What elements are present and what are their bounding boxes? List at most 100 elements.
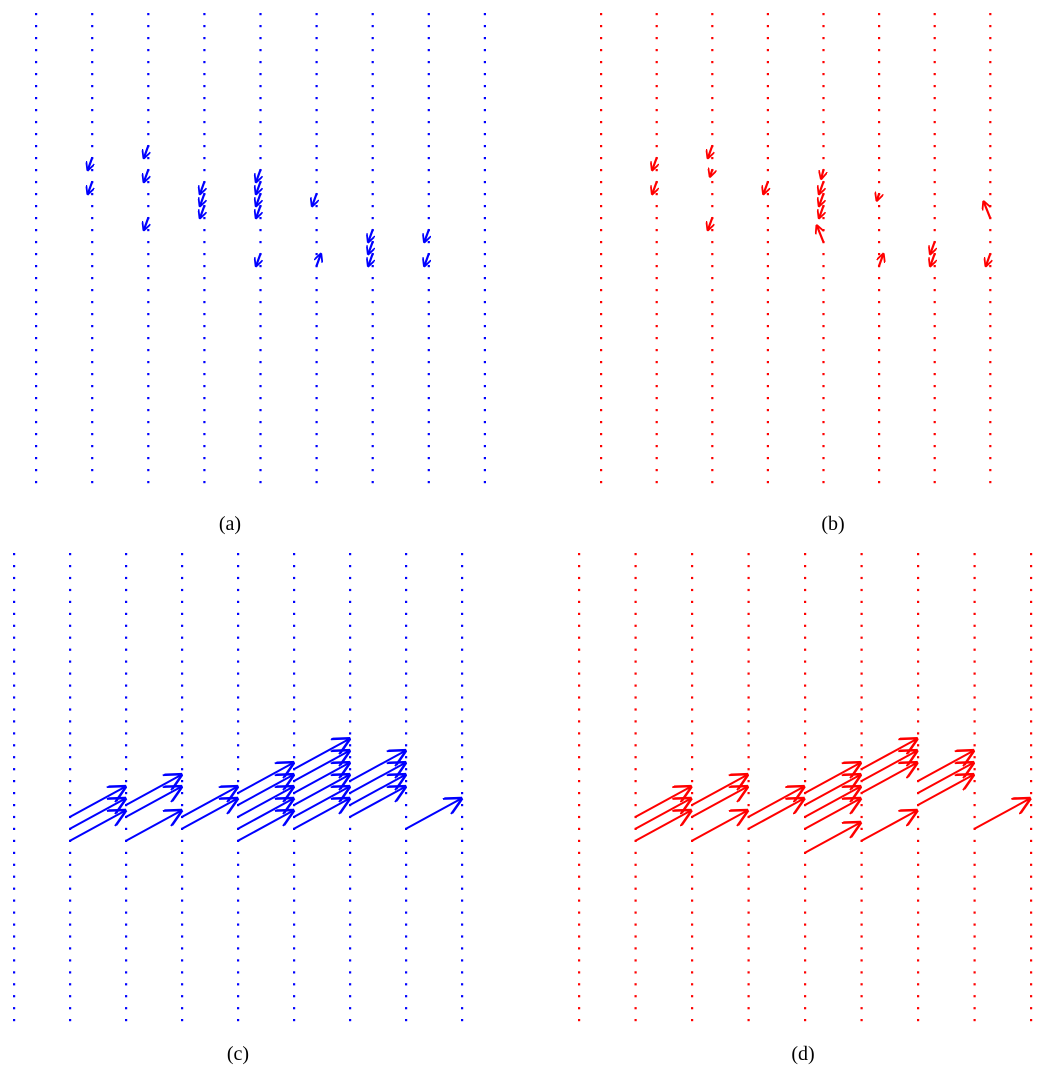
grid-point bbox=[634, 565, 637, 568]
grid-point bbox=[349, 636, 352, 639]
grid-point bbox=[293, 612, 296, 615]
grid-point bbox=[259, 241, 262, 244]
grid-point bbox=[35, 25, 38, 28]
grid-point bbox=[349, 875, 352, 878]
grid-point bbox=[461, 684, 464, 687]
grid-point bbox=[804, 971, 807, 974]
grid-point bbox=[747, 600, 750, 603]
grid-point bbox=[203, 289, 206, 292]
grid-point bbox=[483, 121, 486, 124]
grid-point bbox=[1030, 839, 1033, 842]
grid-point bbox=[13, 612, 16, 615]
grid-point bbox=[315, 481, 318, 484]
grid-point bbox=[917, 624, 920, 627]
vector-arrow bbox=[237, 799, 293, 830]
grid-point bbox=[655, 97, 658, 100]
grid-point bbox=[427, 217, 430, 220]
grid-point bbox=[691, 588, 694, 592]
grid-point bbox=[91, 217, 94, 220]
grid-point bbox=[259, 445, 262, 448]
grid-point bbox=[259, 337, 262, 340]
grid-point bbox=[293, 1019, 296, 1022]
grid-point bbox=[747, 923, 750, 926]
grid-point bbox=[35, 37, 38, 40]
grid-point bbox=[405, 612, 408, 615]
grid-point bbox=[1030, 911, 1033, 914]
grid-point bbox=[860, 612, 863, 615]
grid-point bbox=[13, 911, 16, 914]
grid-point bbox=[1030, 971, 1033, 974]
grid-point bbox=[461, 780, 464, 783]
grid-point bbox=[711, 409, 714, 412]
grid-point bbox=[878, 241, 881, 244]
grid-point bbox=[878, 481, 881, 484]
grid-point bbox=[203, 73, 206, 76]
grid-point bbox=[461, 612, 464, 615]
vector-arrow bbox=[144, 216, 148, 230]
grid-point bbox=[237, 660, 240, 663]
grid-point bbox=[203, 445, 206, 448]
grid-point bbox=[634, 576, 637, 580]
grid-point bbox=[634, 624, 637, 627]
grid-point bbox=[933, 181, 936, 184]
grid-point bbox=[973, 732, 976, 735]
grid-point bbox=[933, 289, 936, 292]
grid-point bbox=[315, 241, 318, 244]
grid-point bbox=[293, 923, 296, 926]
grid-point bbox=[973, 588, 976, 592]
grid-point bbox=[315, 445, 318, 448]
grid-point bbox=[691, 863, 694, 866]
grid-point bbox=[878, 325, 881, 328]
grid-point bbox=[69, 959, 72, 962]
grid-point bbox=[461, 732, 464, 735]
grid-point bbox=[483, 49, 486, 52]
grid-point bbox=[711, 301, 714, 304]
grid-point bbox=[711, 373, 714, 376]
grid-point bbox=[860, 983, 863, 986]
grid-point bbox=[69, 1019, 72, 1022]
grid-point bbox=[181, 708, 184, 711]
grid-point bbox=[989, 337, 992, 340]
vector-arrow bbox=[917, 763, 973, 794]
grid-point bbox=[766, 469, 769, 472]
vector-arrow bbox=[691, 811, 747, 842]
grid-point bbox=[655, 169, 658, 172]
vector-arrow bbox=[634, 811, 691, 842]
grid-point bbox=[405, 720, 408, 723]
grid-point bbox=[181, 612, 184, 615]
vector-arrow bbox=[349, 751, 405, 782]
grid-point bbox=[483, 109, 486, 112]
grid-point bbox=[293, 875, 296, 878]
grid-point bbox=[181, 732, 184, 735]
grid-point bbox=[461, 565, 464, 568]
grid-point bbox=[989, 61, 992, 64]
grid-point bbox=[237, 863, 240, 866]
grid-point bbox=[973, 684, 976, 687]
grid-point bbox=[933, 13, 936, 16]
grid-point bbox=[203, 37, 206, 40]
grid-point bbox=[461, 696, 464, 699]
grid-point bbox=[35, 385, 38, 388]
grid-point bbox=[461, 839, 464, 842]
grid-point bbox=[933, 109, 936, 112]
grid-point bbox=[804, 863, 807, 866]
grid-point bbox=[293, 624, 296, 627]
grid-point bbox=[973, 672, 976, 675]
grid-point bbox=[747, 660, 750, 663]
grid-point bbox=[293, 565, 296, 568]
grid-point bbox=[578, 696, 581, 699]
vector-arrow bbox=[237, 763, 293, 794]
grid-point bbox=[766, 361, 769, 364]
grid-point bbox=[91, 481, 94, 484]
grid-point bbox=[483, 409, 486, 412]
grid-point bbox=[655, 109, 658, 112]
grid-point bbox=[860, 600, 863, 603]
grid-point bbox=[147, 289, 150, 292]
vector-arrow bbox=[144, 144, 148, 158]
grid-point bbox=[917, 887, 920, 890]
grid-point bbox=[203, 121, 206, 124]
grid-point bbox=[634, 875, 637, 878]
grid-point bbox=[69, 983, 72, 986]
grid-point bbox=[933, 49, 936, 52]
grid-point bbox=[483, 361, 486, 364]
